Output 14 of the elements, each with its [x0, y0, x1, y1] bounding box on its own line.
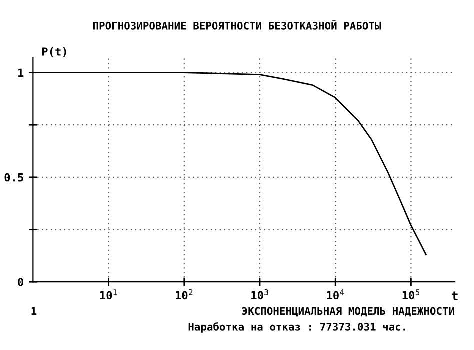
x-tick-label: 10$^{5}$ [402, 290, 420, 300]
x-axis-title: t [452, 292, 458, 301]
x-tick-label: 10$^{2}$ [176, 289, 193, 300]
y-tick-label: 1 [18, 68, 24, 77]
y-axis-title: P(t) [42, 47, 66, 58]
text: Наработка на отказ : 77373.031 час. [188, 322, 406, 333]
text: 1 [32, 307, 37, 315]
y-tick-label: 0 [18, 278, 24, 286]
x-tick-label: 10$^{3}$ [252, 289, 268, 300]
x-tick-label: 10$^{4}$ [327, 290, 344, 300]
x-tick-label: 10$^{1}$ [100, 290, 118, 300]
text: ЭКСПОНЕНЦИАЛЬНАЯ МОДЕЛЬ НАДЕЖНОСТИ [242, 307, 454, 317]
y-tick-label: 0.5 [4, 173, 24, 182]
chart-title: ПРОГНОЗИРОВАНИЕ ВЕРОЯТНОСТИ БЕЗОТКАЗНОЙ РАБОТЫ [93, 20, 382, 30]
